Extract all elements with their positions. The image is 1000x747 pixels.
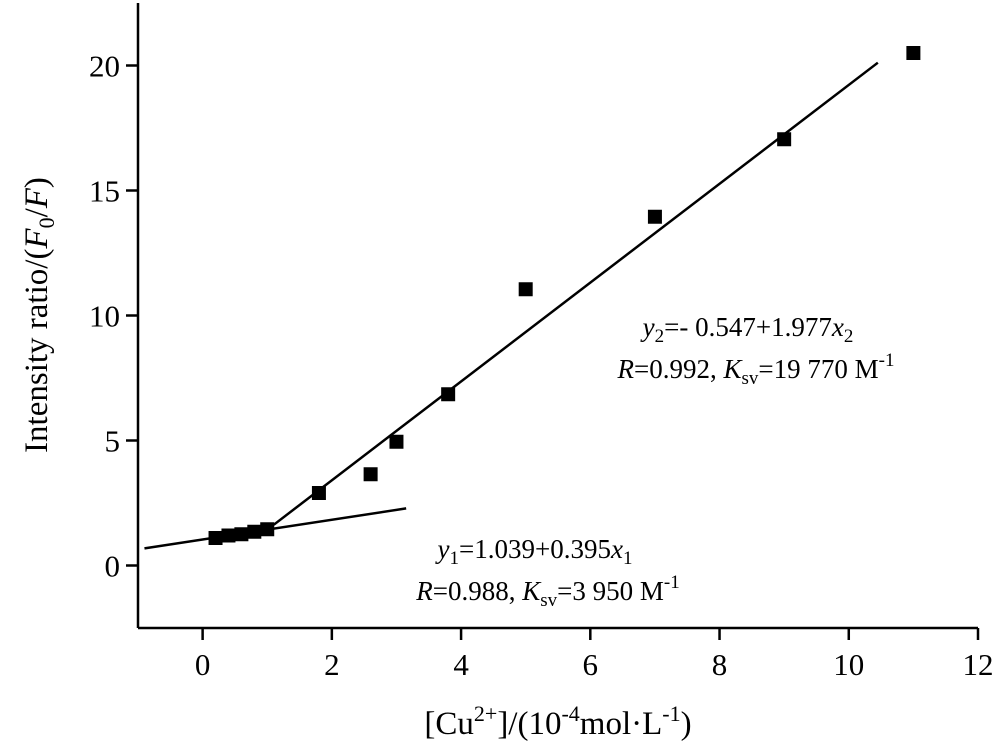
fit-line-2 xyxy=(272,61,879,526)
fit2-equation: y2=- 0.547+1.977x2 xyxy=(640,312,854,347)
x-tick-label: 6 xyxy=(583,647,599,682)
data-point xyxy=(906,46,921,60)
fit2-stats: R=0.992, Ksv=19 770 M-1 xyxy=(617,350,895,389)
x-tick-label: 2 xyxy=(324,647,340,682)
data-point xyxy=(518,282,533,297)
data-point xyxy=(234,527,249,542)
x-tick-label: 8 xyxy=(712,647,728,682)
data-point xyxy=(441,387,456,402)
y-tick-label: 5 xyxy=(105,424,121,459)
fit-line-1 xyxy=(144,507,407,550)
x-tick-label: 12 xyxy=(963,647,994,682)
data-point xyxy=(221,528,236,543)
data-points xyxy=(208,46,921,545)
y-tick-label: 0 xyxy=(105,549,121,584)
y-ticks: 0 5 10 15 20 xyxy=(89,49,138,584)
fit1-stats: R=0.988, Ksv=3 950 M-1 xyxy=(415,572,679,611)
data-point xyxy=(247,524,262,539)
x-ticks: 0 2 4 6 8 10 12 xyxy=(195,628,994,682)
y-axis-label: Intensity ratio/(F0/F) xyxy=(19,177,59,453)
data-point xyxy=(389,434,404,449)
x-tick-label: 4 xyxy=(453,647,469,682)
y-tick-label: 10 xyxy=(89,299,120,334)
y-tick-label: 15 xyxy=(89,174,120,209)
data-point xyxy=(311,486,326,500)
fit1-equation: y1=1.039+0.395x1 xyxy=(435,534,633,569)
data-point xyxy=(260,522,275,537)
data-point xyxy=(647,209,662,224)
y-tick-label: 20 xyxy=(89,49,120,84)
data-point xyxy=(777,132,792,147)
data-point xyxy=(208,531,223,545)
fit-lines xyxy=(144,61,879,550)
x-tick-label: 10 xyxy=(833,647,864,682)
data-point xyxy=(363,467,378,482)
x-axis-label: [Cu2+]/(10-4mol·L-1) xyxy=(424,701,691,742)
x-tick-label: 0 xyxy=(195,647,211,682)
